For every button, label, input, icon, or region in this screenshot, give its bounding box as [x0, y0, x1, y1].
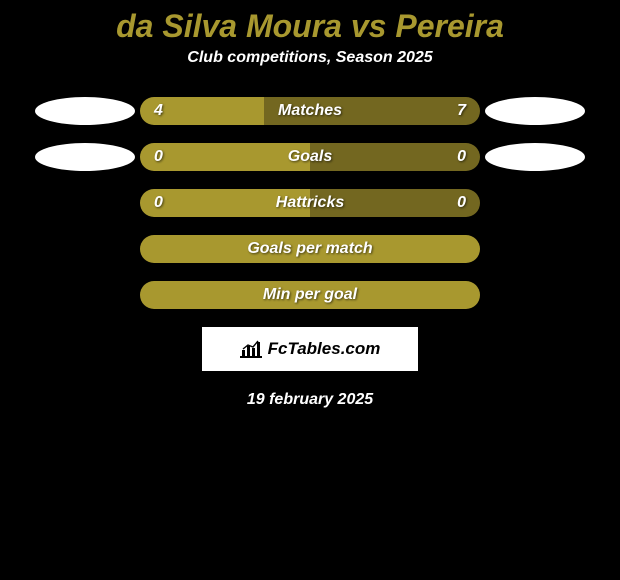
stat-value-right: 0: [457, 194, 466, 212]
stat-label: Goals: [288, 148, 332, 166]
stat-bar: 0 0 Hattricks: [140, 189, 480, 217]
avatar-right-slot: [480, 279, 590, 311]
logo-text: FcTables.com: [268, 339, 381, 359]
player-avatar-left: [35, 143, 135, 171]
page-title: da Silva Moura vs Pereira: [0, 0, 620, 49]
stat-value-left: 4: [154, 102, 163, 120]
stat-row: 0 0 Goals: [0, 143, 620, 171]
stat-row: 4 7 Matches: [0, 97, 620, 125]
stat-bar: Min per goal: [140, 281, 480, 309]
stat-value-left: 0: [154, 194, 163, 212]
stat-label: Hattricks: [276, 194, 344, 212]
stats-rows: 4 7 Matches 0 0 Goals 0 0 Hattricks Goals per mat…: [0, 97, 620, 309]
avatar-left-slot: [30, 95, 140, 127]
avatar-left-slot: [30, 279, 140, 311]
subtitle: Club competitions, Season 2025: [0, 49, 620, 97]
stat-label: Goals per match: [247, 240, 372, 258]
player-avatar-left: [35, 97, 135, 125]
chart-icon: [240, 340, 262, 358]
bar-right: [310, 143, 480, 171]
stat-row: Min per goal: [0, 281, 620, 309]
bar-left: [140, 143, 310, 171]
logo-box: FcTables.com: [202, 327, 418, 371]
stat-bar: Goals per match: [140, 235, 480, 263]
avatar-left-slot: [30, 233, 140, 265]
stat-value-right: 7: [457, 102, 466, 120]
stat-row: 0 0 Hattricks: [0, 189, 620, 217]
avatar-right-slot: [480, 233, 590, 265]
player-avatar-right: [485, 143, 585, 171]
avatar-left-slot: [30, 141, 140, 173]
stat-bar: 0 0 Goals: [140, 143, 480, 171]
stat-value-left: 0: [154, 148, 163, 166]
stat-row: Goals per match: [0, 235, 620, 263]
avatar-left-slot: [30, 187, 140, 219]
avatar-right-slot: [480, 141, 590, 173]
stat-value-right: 0: [457, 148, 466, 166]
player-avatar-right: [485, 97, 585, 125]
avatar-right-slot: [480, 95, 590, 127]
date-text: 19 february 2025: [0, 391, 620, 409]
avatar-right-slot: [480, 187, 590, 219]
stat-label: Min per goal: [263, 286, 357, 304]
stat-bar: 4 7 Matches: [140, 97, 480, 125]
stat-label: Matches: [278, 102, 342, 120]
